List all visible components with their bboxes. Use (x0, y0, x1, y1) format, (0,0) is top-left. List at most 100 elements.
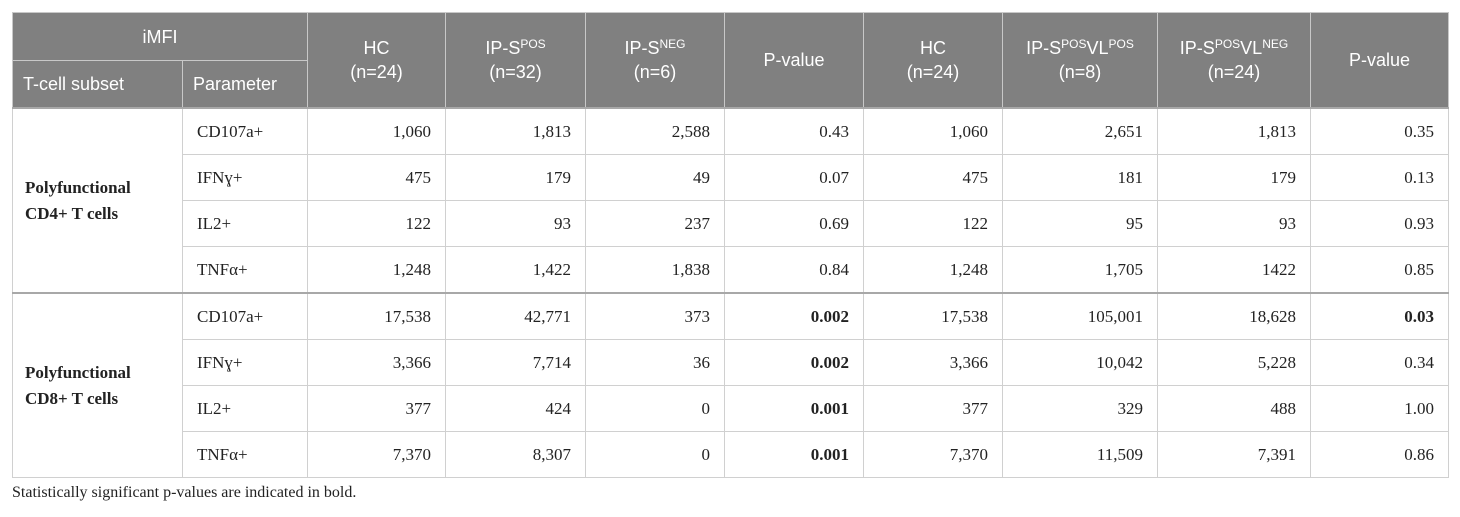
value-cell: 0.69 (724, 200, 864, 247)
parameter-cell: IFNɣ+ (182, 339, 308, 386)
column-header: HC (n=24) (863, 12, 1003, 109)
value-cell: 0.35 (1310, 107, 1449, 155)
value-cell: 1,838 (585, 246, 725, 294)
value-cell: 18,628 (1157, 292, 1311, 340)
column-header: HC (n=24) (307, 12, 446, 109)
value-cell: 0.001 (724, 431, 864, 478)
value-cell: 0.07 (724, 154, 864, 201)
header-text: P-value (1348, 50, 1411, 70)
header-label: IP-SPOSVLNEG (1168, 36, 1300, 60)
value-cell: 122 (863, 200, 1003, 247)
data-table: iMFI HC (n=24) IP-SPOS (n=32) IP-SNEG (n=6) P-v… (12, 12, 1449, 478)
table-row: IL2+ 377 424 0 0.001 377 329 488 1.00 (13, 385, 1449, 432)
header-text: IP-S (485, 38, 521, 58)
value-cell: 0.34 (1310, 339, 1449, 386)
subset-cell: Polyfunctional CD8+ T cells (12, 292, 183, 478)
header-text: VL (1240, 38, 1263, 58)
parameter-cell: CD107a+ (182, 292, 308, 340)
parameter-cell: TNFα+ (182, 246, 308, 294)
value-cell: 0.13 (1310, 154, 1449, 201)
value-cell: 2,651 (1002, 107, 1158, 155)
value-cell: 36 (585, 339, 725, 386)
value-cell: 1422 (1157, 246, 1311, 294)
value-cell: 0.002 (724, 292, 864, 340)
table-row: IFNɣ+ 3,366 7,714 36 0.002 3,366 10,042 5,228 0.… (13, 339, 1449, 386)
header-label: HC (874, 36, 992, 60)
subset-header: T-cell subset (12, 60, 183, 109)
column-header: P-value (724, 12, 864, 109)
header-text: HC (363, 38, 390, 58)
value-cell: 11,509 (1002, 431, 1158, 478)
header-superscript: NEG (1262, 37, 1289, 51)
value-cell: 0.002 (724, 339, 864, 386)
value-cell: 475 (863, 154, 1003, 201)
value-cell: 17,538 (863, 292, 1003, 340)
header-n: (n=32) (489, 62, 542, 82)
header-label: IP-SPOS (456, 36, 575, 60)
value-cell: 1.00 (1310, 385, 1449, 432)
value-cell: 0.85 (1310, 246, 1449, 294)
header-superscript: POS (1214, 37, 1241, 51)
header-superscript: POS (1061, 37, 1087, 51)
value-cell: 49 (585, 154, 725, 201)
value-cell: 7,370 (307, 431, 446, 478)
header-n: (n=24) (350, 62, 403, 82)
header-label: P-value (1321, 48, 1438, 72)
header-superscript: NEG (659, 37, 686, 51)
value-cell: 0 (585, 385, 725, 432)
value-cell: 181 (1002, 154, 1158, 201)
parameter-cell: CD107a+ (182, 107, 308, 155)
value-cell: 3,366 (863, 339, 1003, 386)
table-head: iMFI HC (n=24) IP-SPOS (n=32) IP-SNEG (n=6) P-v… (12, 12, 1449, 109)
value-cell: 3,366 (307, 339, 446, 386)
parameter-cell: TNFα+ (182, 431, 308, 478)
value-cell: 237 (585, 200, 725, 247)
header-superscript: POS (1108, 37, 1134, 51)
table-row: Polyfunctional CD8+ T cells CD107a+ 17,538… (12, 292, 1449, 478)
header-text: IP-S (624, 38, 660, 58)
value-cell: 1,060 (307, 107, 446, 155)
column-header: IP-SPOSVLPOS (n=8) (1002, 12, 1158, 109)
value-cell: 0.001 (724, 385, 864, 432)
table-row: IL2+ 122 93 237 0.69 122 95 93 0.93 (13, 200, 1449, 247)
value-cell: 0.93 (1310, 200, 1449, 247)
value-cell: 42,771 (445, 292, 586, 340)
value-cell: 0.43 (724, 107, 864, 155)
value-cell: 1,813 (445, 107, 586, 155)
header-label: IP-SPOSVLPOS (1013, 36, 1147, 60)
header-label: HC (318, 36, 435, 60)
value-cell: 93 (1157, 200, 1311, 247)
column-header: IP-SPOSVLNEG (n=24) (1157, 12, 1311, 109)
header-row: T-cell subset Parameter (12, 60, 1449, 109)
column-header: IP-SNEG (n=6) (585, 12, 725, 109)
value-cell: 0 (585, 431, 725, 478)
table-row: TNFα+ 7,370 8,307 0 0.001 7,370 11,509 7,391 0.8… (13, 431, 1449, 478)
value-cell: 2,588 (585, 107, 725, 155)
header-text: VL (1086, 38, 1109, 58)
parameter-cell: IFNɣ+ (182, 154, 308, 201)
value-cell: 1,248 (307, 246, 446, 294)
table-wrap: iMFI HC (n=24) IP-SPOS (n=32) IP-SNEG (n=6) P-v… (12, 12, 1449, 501)
value-cell: 329 (1002, 385, 1158, 432)
value-cell: 10,042 (1002, 339, 1158, 386)
value-cell: 179 (445, 154, 586, 201)
value-cell: 5,228 (1157, 339, 1311, 386)
value-cell: 475 (307, 154, 446, 201)
value-cell: 0.84 (724, 246, 864, 294)
value-cell: 105,001 (1002, 292, 1158, 340)
header-n: (n=6) (633, 62, 677, 82)
header-n: (n=8) (1058, 62, 1102, 82)
value-cell: 179 (1157, 154, 1311, 201)
header-superscript: POS (520, 37, 546, 51)
column-header: IP-SPOS (n=32) (445, 12, 586, 109)
value-cell: 1,248 (863, 246, 1003, 294)
footnote: Statistically significant p-values are i… (12, 484, 357, 501)
parameter-cell: IL2+ (182, 200, 308, 247)
header-text: IP-S (1179, 38, 1215, 58)
value-cell: 17,538 (307, 292, 446, 340)
value-cell: 95 (1002, 200, 1158, 247)
value-cell: 93 (445, 200, 586, 247)
parameter-cell: IL2+ (182, 385, 308, 432)
value-cell: 7,714 (445, 339, 586, 386)
value-cell: 424 (445, 385, 586, 432)
